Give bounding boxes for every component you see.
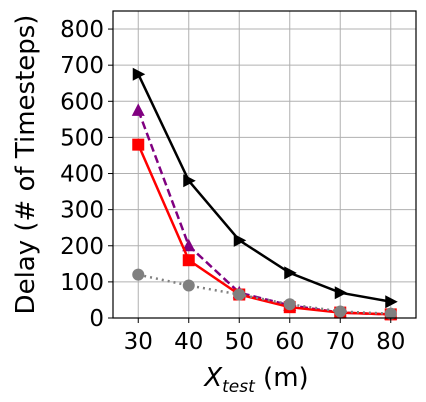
series-2-line [137, 144, 391, 316]
series-1-point-0 [131, 103, 145, 116]
series-3-point-2 [233, 288, 246, 301]
series-3-point-3 [283, 298, 296, 311]
y-tick-label-7: 700 [60, 53, 104, 79]
x-axis-label: Xtest (m) [202, 363, 308, 397]
y-tick-label-4: 400 [60, 162, 104, 188]
y-tick-label-5: 500 [60, 125, 104, 151]
series-3-point-0 [132, 268, 145, 281]
series-3-point-4 [334, 305, 347, 318]
series-3-point-5 [384, 307, 397, 320]
series-3 [132, 268, 397, 320]
y-tick-label-6: 600 [60, 89, 104, 115]
x-tick-label-0: 30 [124, 329, 153, 355]
y-tick-label-1: 100 [60, 270, 104, 296]
series-0-point-3 [284, 266, 297, 280]
x-axis-label-unit: (m) [255, 363, 309, 393]
x-tick-label-3: 60 [275, 329, 304, 355]
series-0-point-1 [183, 174, 196, 188]
series-0-point-0 [132, 67, 146, 81]
plot-frame [112, 10, 417, 319]
x-tick-label-1: 40 [174, 329, 203, 355]
series-0 [132, 67, 398, 309]
y-tick-label-3: 300 [60, 198, 104, 224]
grid [113, 11, 416, 319]
y-tick-label-2: 200 [60, 234, 104, 260]
x-axis-label-main: X [202, 363, 223, 393]
series-0-point-2 [233, 233, 247, 247]
x-axis-label-subscript: test [222, 377, 256, 397]
series-0-point-5 [385, 295, 398, 309]
y-axis-label: Delay (# of Timesteps) [11, 15, 41, 315]
y-tick-label-8: 800 [60, 17, 104, 43]
x-tick-label-2: 50 [225, 329, 254, 355]
x-tick-label-5: 80 [376, 329, 405, 355]
x-tick-label-4: 70 [326, 329, 355, 355]
series-3-point-1 [182, 279, 195, 292]
series-2-point-1 [182, 254, 195, 267]
series-0-point-4 [334, 286, 348, 300]
series-3-line [138, 273, 391, 315]
series-layer [131, 67, 398, 321]
series-1-point-1 [182, 238, 196, 252]
y-tick-label-0: 0 [89, 306, 104, 332]
series-0-line [137, 73, 392, 303]
series-2-point-0 [132, 138, 145, 151]
